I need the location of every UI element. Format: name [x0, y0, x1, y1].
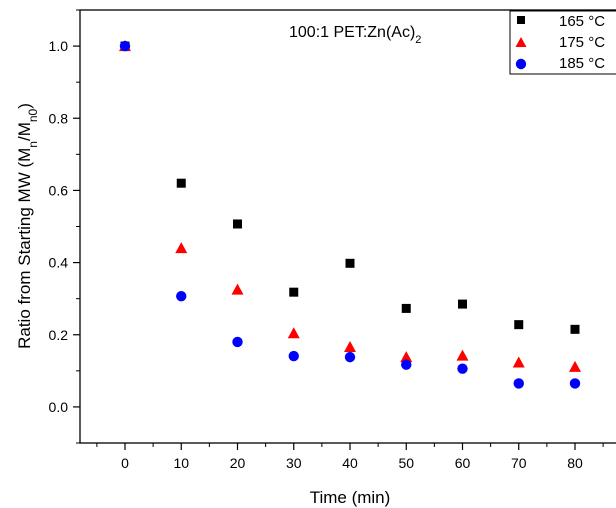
data-point-s0-7 — [514, 320, 524, 330]
legend-square-marker — [517, 16, 525, 24]
data-point-s2-5 — [401, 359, 412, 370]
data-point-s1-5 — [400, 351, 413, 363]
legend-box — [509, 10, 616, 75]
x-tick-label: 80 — [567, 455, 583, 471]
y-tick-label: 0.0 — [49, 399, 69, 415]
data-point-s0-8 — [570, 324, 580, 334]
data-point-s2-4 — [344, 351, 356, 363]
chart-annotation: 100:1 PET:Zn(Ac)2 — [289, 24, 421, 46]
data-point-s0-5 — [401, 303, 411, 313]
data-point-s1-7 — [512, 356, 525, 368]
data-point-s2-8 — [569, 378, 581, 389]
y-tick-label: 0.6 — [49, 182, 69, 198]
x-tick-label: 30 — [286, 455, 302, 471]
x-tick-label: 50 — [398, 455, 414, 471]
x-tick-label: 20 — [230, 455, 246, 471]
data-point-s1-6 — [456, 349, 469, 361]
x-tick-label: 10 — [173, 455, 189, 471]
y-tick-label: 0.4 — [49, 255, 69, 271]
x-tick-label: 0 — [121, 455, 129, 471]
y-tick-label: 0.8 — [49, 110, 69, 126]
data-point-s2-7 — [513, 378, 524, 389]
data-point-s2-0 — [119, 40, 131, 52]
x-axis-title: Time (min) — [310, 488, 391, 507]
legend-label-175: 175 °C — [559, 34, 605, 51]
data-point-s2-1 — [176, 290, 187, 302]
legend: 165 °C 175 °C 185 °C — [509, 10, 616, 75]
x-tick-label: 60 — [455, 455, 471, 471]
legend-label-165: 165 °C — [559, 13, 605, 30]
data-point-s2-6 — [457, 363, 468, 374]
axis-ticks: 0 10 20 30 40 50 60 70 80 0.0 0.2 0.4 0.6 0.8 1.0 — [49, 9, 604, 471]
data-point-s1-8 — [569, 360, 581, 372]
data-point-s1-3 — [287, 327, 300, 339]
y-axis-title: Ratio from Starting MW (Mn/Mn0) — [15, 103, 40, 349]
data-point-s1-1 — [175, 242, 188, 254]
x-tick-label: 40 — [342, 455, 358, 471]
legend-label-185: 185 °C — [559, 55, 605, 72]
legend-circle-marker — [515, 58, 527, 70]
x-tick-label: 70 — [511, 455, 527, 471]
data-point-s2-3 — [288, 350, 299, 362]
data-point-s1-4 — [344, 341, 356, 353]
data-point-s0-3 — [289, 287, 299, 297]
data-point-s0-4 — [345, 258, 355, 268]
data-points — [119, 40, 581, 389]
data-point-s2-2 — [232, 336, 243, 348]
y-tick-label: 0.2 — [49, 327, 69, 343]
plot-frame — [79, 9, 616, 444]
data-point-s0-1 — [176, 178, 186, 188]
legend-triangle-marker — [515, 37, 527, 47]
data-point-s1-2 — [231, 283, 244, 295]
y-tick-label: 1.0 — [49, 38, 69, 54]
data-point-s0-6 — [458, 299, 467, 309]
data-point-s0-2 — [233, 219, 242, 229]
